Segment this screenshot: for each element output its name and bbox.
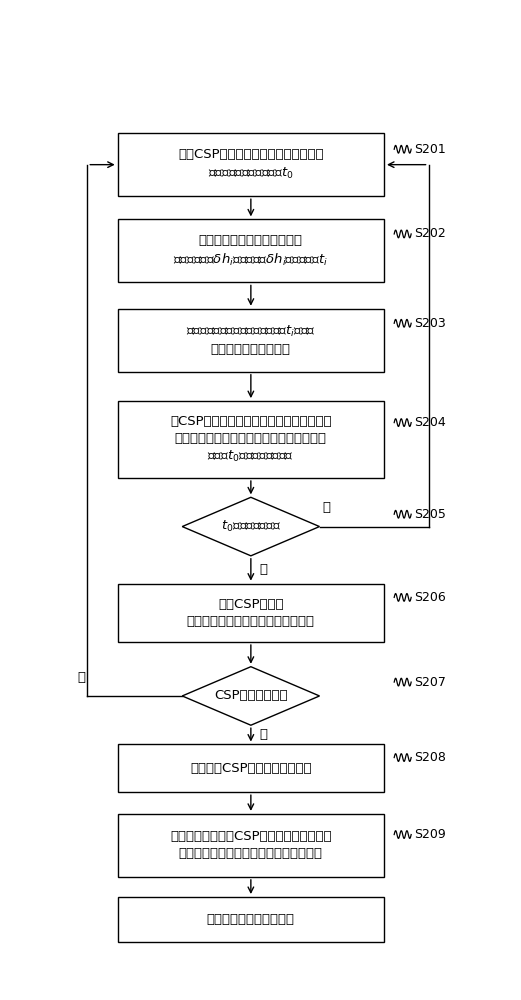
- Polygon shape: [182, 667, 319, 725]
- FancyBboxPatch shape: [118, 744, 384, 792]
- FancyBboxPatch shape: [118, 401, 384, 478]
- Text: 是: 是: [260, 563, 268, 576]
- Text: S208: S208: [414, 751, 446, 764]
- Text: 输出等效偏移距偏移道集: 输出等效偏移距偏移道集: [207, 913, 295, 926]
- Text: S207: S207: [414, 676, 446, 689]
- FancyBboxPatch shape: [118, 133, 384, 196]
- FancyBboxPatch shape: [118, 584, 384, 642]
- Text: 否: 否: [77, 671, 85, 684]
- Text: S204: S204: [414, 416, 446, 429]
- Text: S202: S202: [414, 227, 446, 240]
- FancyBboxPatch shape: [118, 309, 384, 372]
- Text: 否: 否: [322, 501, 331, 514]
- Text: 对叠加道组合得到CSP道集的叠加道集以滤
波因子进行褶积形成等效偏移距偏移道集: 对叠加道组合得到CSP道集的叠加道集以滤 波因子进行褶积形成等效偏移距偏移道集: [170, 830, 332, 860]
- Text: 将CSP道集中非零偏移距道的采样点值的等
效偏移数值叠加并输出到选定的零偏移距旅
行时间$t_0$对应的目标散射点: 将CSP道集中非零偏移距道的采样点值的等 效偏移数值叠加并输出到选定的零偏移距旅…: [170, 415, 332, 464]
- Text: 是: 是: [260, 728, 268, 741]
- Text: S206: S206: [414, 591, 446, 604]
- FancyBboxPatch shape: [118, 814, 384, 877]
- FancyBboxPatch shape: [118, 219, 384, 282]
- Text: S209: S209: [414, 828, 446, 841]
- Text: 选择CSP道集中的一道作为零偏移距道
并选定零偏移距旅行时间$t_0$: 选择CSP道集中的一道作为零偏移距道 并选定零偏移距旅行时间$t_0$: [178, 148, 324, 181]
- Text: 输出CSP道集中
非零偏移距道对零偏移距道的叠加道: 输出CSP道集中 非零偏移距道对零偏移距道的叠加道: [187, 598, 315, 628]
- Text: 输出一个CSP道集中全部叠加道: 输出一个CSP道集中全部叠加道: [190, 762, 312, 775]
- Polygon shape: [182, 497, 319, 556]
- Text: 计算零偏移距道与非零偏移距
道的水平距离$\delta h_i$，以及每个$\delta h_i$对应的走时$t_i$: 计算零偏移距道与非零偏移距 道的水平距离$\delta h_i$，以及每个$\d…: [173, 234, 328, 268]
- Text: 分别计算非零偏移距道的每一走时$t_i$处的采
样点值的等效偏移数值: 分别计算非零偏移距道的每一走时$t_i$处的采 样点值的等效偏移数值: [186, 324, 316, 356]
- Text: S201: S201: [414, 143, 446, 156]
- FancyBboxPatch shape: [118, 897, 384, 942]
- Text: S203: S203: [414, 317, 446, 330]
- Text: S205: S205: [414, 508, 446, 521]
- Text: $t_0$时间循环结束？: $t_0$时间循环结束？: [221, 519, 281, 534]
- Text: CSP道循环结束？: CSP道循环结束？: [214, 689, 288, 702]
